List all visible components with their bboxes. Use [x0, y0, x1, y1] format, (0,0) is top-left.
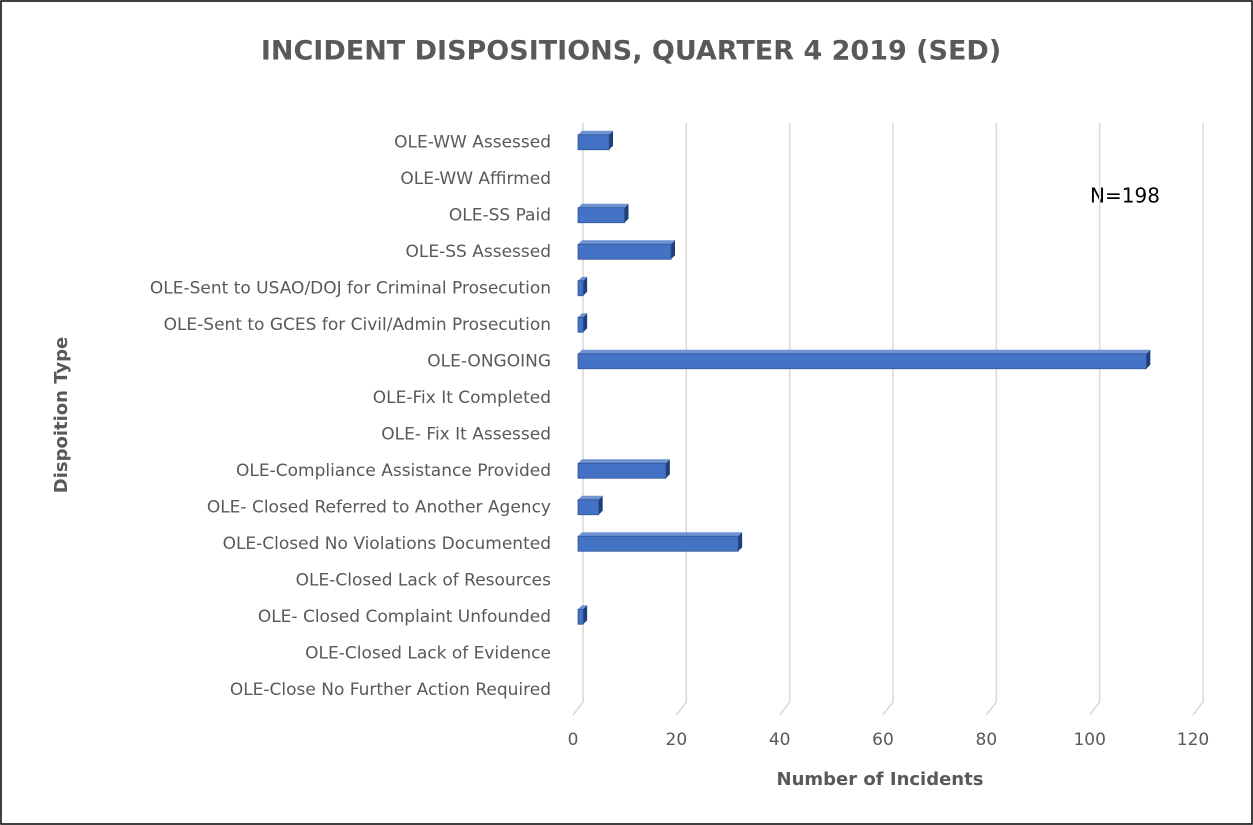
y-tick-label: OLE-Fix It Completed: [373, 388, 551, 408]
grid-line: [882, 123, 894, 716]
bar: [577, 462, 667, 479]
bar: [577, 499, 600, 516]
bar: [577, 353, 1147, 370]
bar-side: [738, 532, 743, 552]
bar-side: [598, 495, 603, 515]
y-tick-label: OLE-Close No Further Action Required: [230, 680, 551, 700]
bar: [577, 316, 584, 333]
y-tick-label: OLE- Fix It Assessed: [381, 424, 551, 444]
bar-side: [665, 459, 670, 479]
chart-title: INCIDENT DISPOSITIONS, QUARTER 4 2019 (S…: [261, 36, 1001, 67]
bar-top: [578, 276, 588, 281]
bar: [577, 608, 584, 625]
bar: [577, 207, 625, 224]
y-tick-label: OLE-SS Paid: [449, 205, 551, 225]
bar: [577, 134, 610, 151]
x-tick-label: 120: [1177, 730, 1209, 750]
y-tick-label: OLE-Sent to USAO/DOJ for Criminal Prosec…: [150, 278, 551, 298]
bar: [577, 535, 739, 552]
bar-top: [578, 459, 670, 464]
y-tick-label: OLE-Compliance Assistance Provided: [236, 461, 551, 481]
grid-line: [1089, 123, 1101, 716]
y-tick-label: OLE-Closed Lack of Resources: [296, 570, 551, 590]
grid-line: [675, 123, 688, 716]
bar-side: [583, 605, 588, 625]
x-tick-label: 40: [769, 730, 791, 750]
y-axis-title: Dispoition Type: [51, 337, 72, 493]
bar-top: [578, 130, 613, 135]
bar-side: [624, 203, 629, 223]
bar-top: [578, 605, 588, 610]
bar-top: [578, 240, 675, 245]
bar-top: [578, 313, 588, 318]
y-tick-label: OLE-Closed Lack of Evidence: [305, 643, 551, 663]
annotation: N=198: [1090, 184, 1160, 208]
y-tick-label: OLE-Closed No Violations Documented: [223, 534, 551, 554]
bar-side: [609, 130, 613, 150]
x-tick-label: 0: [568, 730, 579, 750]
bar-top: [578, 495, 603, 500]
y-tick-label: OLE-WW Assessed: [394, 132, 551, 152]
bar-side: [671, 240, 675, 260]
x-tick-label: 20: [666, 730, 688, 750]
bar-side: [583, 276, 588, 296]
y-tick-label: OLE-SS Assessed: [406, 242, 551, 262]
y-tick-label: OLE-ONGOING: [427, 351, 551, 371]
x-axis-title: Number of Incidents: [777, 769, 984, 790]
bar-side: [1146, 349, 1151, 369]
bar: [577, 280, 584, 297]
y-tick-label: OLE-WW Affirmed: [400, 169, 551, 189]
y-tick-label: OLE- Closed Referred to Another Agency: [207, 497, 551, 517]
bar-top: [578, 203, 629, 208]
x-tick-label: 60: [872, 730, 894, 750]
grid-line: [779, 123, 791, 716]
x-tick-label: 100: [1073, 730, 1105, 750]
y-tick-label: OLE- Closed Complaint Unfounded: [258, 607, 551, 627]
grid-line: [1192, 123, 1204, 716]
grid-line: [985, 123, 998, 716]
bar: [577, 243, 672, 260]
y-tick-label: OLE-Sent to GCES for Civil/Admin Prosecu…: [164, 315, 551, 335]
bar-top: [578, 349, 1151, 354]
x-tick-label: 80: [976, 730, 998, 750]
bar-top: [578, 532, 743, 537]
bar-side: [583, 313, 588, 333]
